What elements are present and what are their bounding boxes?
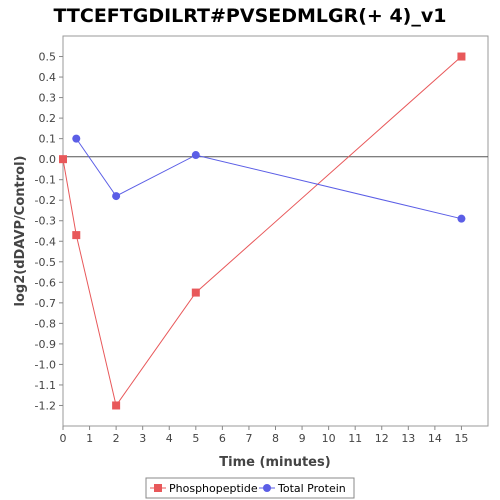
x-tick-label: 6: [219, 432, 226, 445]
x-tick-label: 5: [192, 432, 199, 445]
y-tick-label: 0.4: [39, 71, 57, 84]
x-tick-label: 7: [245, 432, 252, 445]
y-tick-label: -0.4: [35, 235, 56, 248]
x-tick-label: 11: [348, 432, 362, 445]
data-point-total-protein: [457, 214, 466, 223]
y-tick-label: -0.7: [35, 297, 56, 310]
x-tick-label: 8: [272, 432, 279, 445]
y-tick-label: -1.2: [35, 399, 56, 412]
x-tick-label: 3: [139, 432, 146, 445]
data-point-phosphopeptide: [59, 155, 67, 164]
y-tick-label: -0.1: [35, 174, 56, 187]
x-tick-label: 4: [166, 432, 173, 445]
x-tick-label: 12: [375, 432, 389, 445]
y-tick-label: -1.0: [35, 358, 56, 371]
y-axis-label: log2(dDAVP/Control): [13, 156, 28, 307]
series-line-total-protein: [75, 138, 462, 220]
data-point-total-protein: [112, 192, 121, 201]
data-point-phosphopeptide: [457, 52, 466, 61]
legend-marker-phosphopeptide: [154, 484, 162, 492]
series-layer: [59, 52, 466, 410]
y-tick-label: -0.8: [35, 317, 56, 330]
y-tick-label: -1.1: [35, 379, 56, 392]
y-tick-label: 0.1: [39, 133, 57, 146]
data-point-phosphopeptide: [72, 231, 81, 240]
x-tick-label: 15: [454, 432, 468, 445]
x-tick-label: 0: [60, 432, 67, 445]
data-point-phosphopeptide: [191, 288, 200, 297]
x-tick-label: 10: [322, 432, 336, 445]
y-tick-label: 0.2: [39, 112, 57, 125]
x-tick-label: 9: [299, 432, 306, 445]
y-tick-label: -0.5: [35, 256, 56, 269]
y-tick-label: -0.2: [35, 194, 56, 207]
legend-marker-total-protein: [263, 484, 271, 492]
legend: Phosphopeptide Total Protein: [145, 477, 355, 499]
x-tick-label: 2: [113, 432, 120, 445]
x-tick-label: 13: [401, 432, 415, 445]
x-tick-label: 1: [86, 432, 93, 445]
y-tick-label: 0.3: [39, 92, 57, 105]
data-point-total-protein: [191, 151, 200, 160]
x-axis: 0 1 2 3 4 5 6 7 8 9 10 11 12 13 14 15: [60, 426, 468, 445]
y-tick-label: -0.6: [35, 276, 56, 289]
legend-label-total-protein: Total Protein: [277, 482, 346, 495]
y-tick-label: 0.5: [39, 51, 57, 64]
y-tick-label: 0.0: [39, 153, 57, 166]
data-point-phosphopeptide: [112, 401, 121, 410]
y-axis: 0.5 0.4 0.3 0.2 0.1 0.0 -0.1 -0.2 -0.3 -0.4 -0.5 -0…: [35, 51, 63, 412]
x-axis-label: Time (minutes): [219, 455, 330, 470]
data-point-total-protein: [72, 134, 81, 143]
y-tick-label: -0.9: [35, 338, 56, 351]
y-tick-label: -0.3: [35, 215, 56, 228]
legend-box: [145, 477, 355, 499]
legend-label-phosphopeptide: Phosphopeptide: [169, 482, 258, 495]
x-tick-label: 14: [428, 432, 442, 445]
plot-area: [62, 35, 489, 427]
chart-title: TTCEFTGDILRT#PVSEDMLGR(+ 4)_v1: [54, 5, 447, 27]
